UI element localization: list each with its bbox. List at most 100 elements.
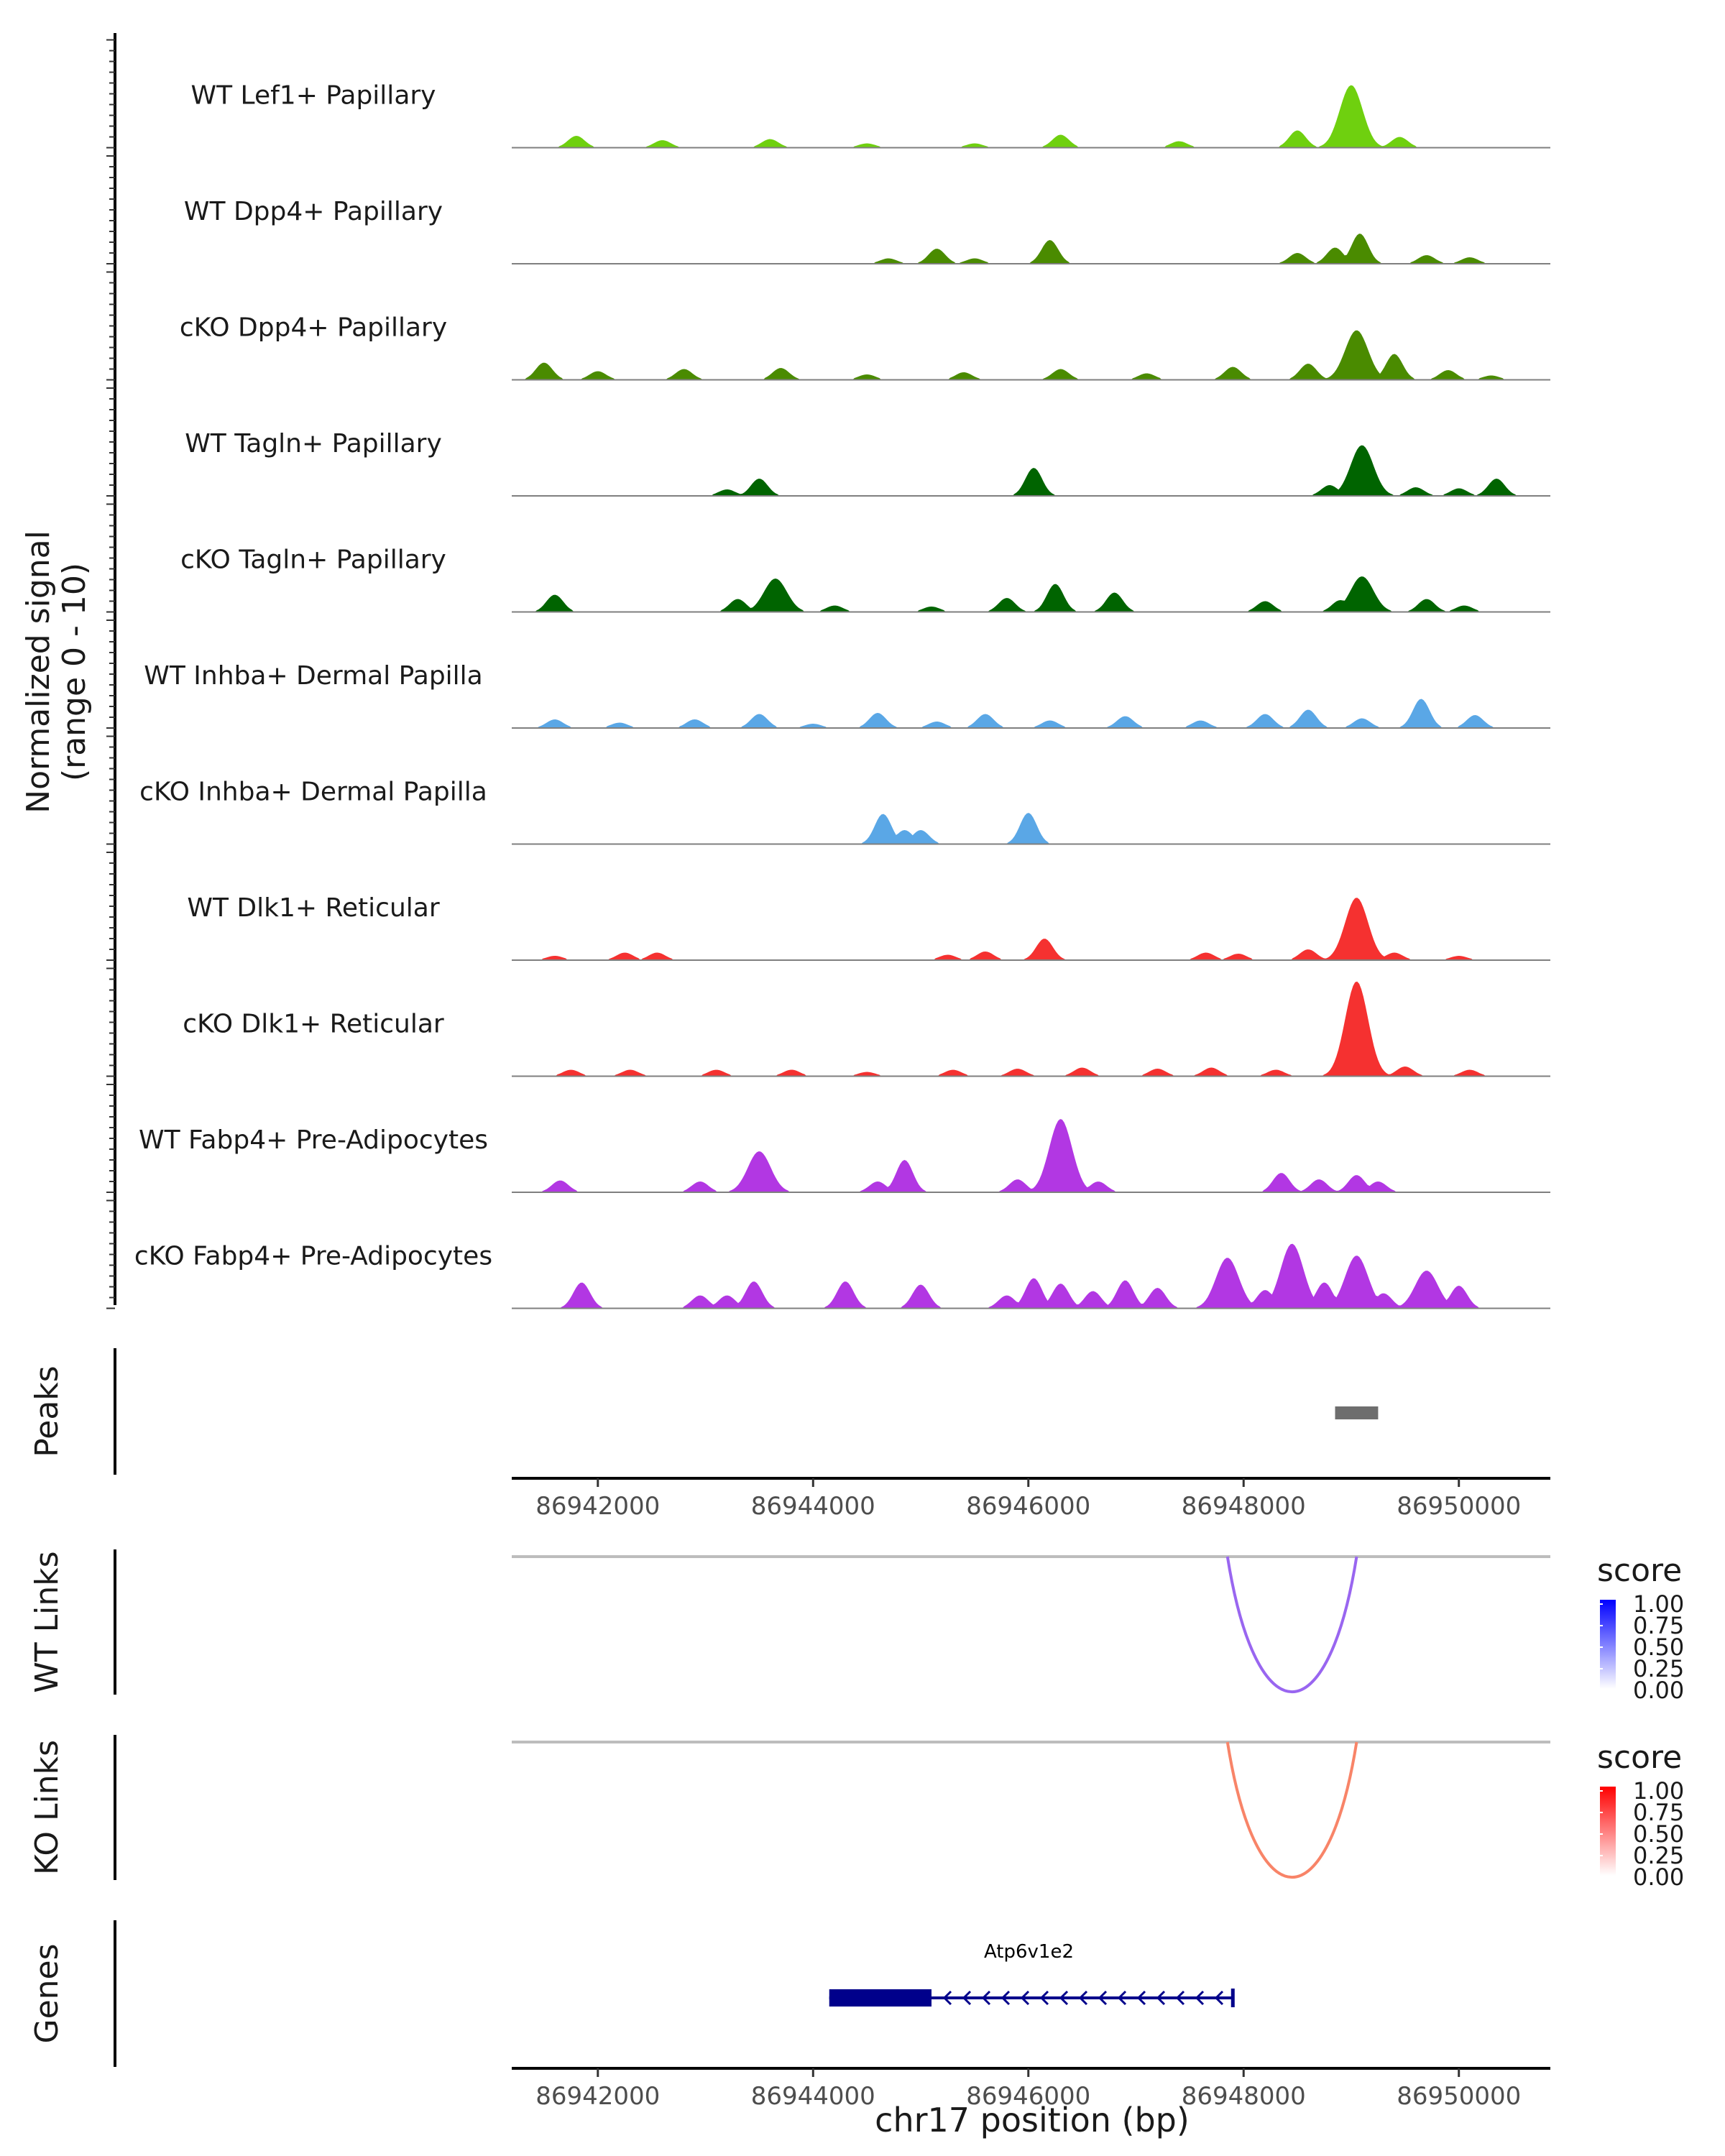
- coverage-y-title: Normalized signal (range 0 - 10): [20, 530, 93, 814]
- legend-label: 1.00: [1633, 1777, 1684, 1805]
- strand-arrow: [1156, 1990, 1166, 2006]
- track-label: cKO Dlk1+ Reticular: [183, 1010, 444, 1039]
- strand-arrow: [1214, 1990, 1224, 2006]
- coverage-track: WT Dpp4+ Papillary: [184, 197, 1550, 264]
- wt-legend-labels: 1.000.750.500.250.00: [1600, 1590, 1684, 1704]
- legend-label: 0.25: [1633, 1842, 1684, 1869]
- coverage-y-ticks: [106, 39, 115, 1309]
- legend-label: 1.00: [1633, 1590, 1684, 1618]
- coverage-y-axis: Normalized signal (range 0 - 10): [20, 33, 116, 1309]
- legend-label: 0.75: [1633, 1612, 1684, 1639]
- wt-links-label: WT Links: [29, 1551, 65, 1692]
- gene-model: Atp6v1e2: [829, 1941, 1235, 2007]
- coverage-tracks: WT Lef1+ Papillary WT Dpp4+ Papillary cKO …: [134, 81, 1550, 1309]
- strand-arrow: [981, 1990, 991, 2006]
- track-label: WT Dlk1+ Reticular: [187, 893, 439, 923]
- x-tick-label: 86950000: [1397, 1492, 1521, 1521]
- coverage-area: [512, 1243, 1550, 1309]
- coverage-area: [512, 699, 1550, 728]
- coverage-track: cKO Dpp4+ Papillary: [180, 313, 1550, 381]
- peak-regions: [1335, 1406, 1379, 1419]
- strand-arrow: [1039, 1990, 1049, 2006]
- legend-label: 0.75: [1633, 1799, 1684, 1826]
- coverage-area: [512, 576, 1550, 612]
- coverage-area: [512, 1119, 1550, 1192]
- coverage-track: WT Dlk1+ Reticular: [187, 893, 1550, 961]
- x-tick-label: 86946000: [966, 1492, 1090, 1521]
- strand-arrow: [1059, 1990, 1069, 2006]
- track-label: cKO Dpp4+ Papillary: [180, 313, 447, 343]
- coverage-area: [512, 981, 1550, 1077]
- wt-legend-colorbar: [1600, 1600, 1616, 1689]
- coverage-area: [512, 330, 1550, 380]
- strand-arrow: [1175, 1990, 1185, 2006]
- coverage-yrange-label: (range 0 - 10): [56, 563, 93, 781]
- track-label: WT Tagln+ Papillary: [185, 429, 442, 459]
- legend-label: 0.25: [1633, 1655, 1684, 1682]
- x-axis-top: 86942000 86944000 86946000 86948000 86950000: [512, 1477, 1550, 1521]
- gene-exon: [829, 1989, 932, 2007]
- coverage-area: [512, 898, 1550, 960]
- x-tick-label: 86948000: [1182, 2082, 1306, 2111]
- coverage-track: WT Inhba+ Dermal Papilla: [144, 661, 1550, 729]
- track-label: cKO Inhba+ Dermal Papilla: [139, 778, 487, 807]
- strand-arrow: [942, 1990, 952, 2006]
- ko-legend-title: score: [1597, 1739, 1682, 1776]
- strand-arrow: [1000, 1990, 1011, 2006]
- ko-legend-labels: 1.000.750.500.250.00: [1600, 1777, 1684, 1891]
- x-tick-label: 86942000: [535, 1492, 660, 1521]
- strand-arrow: [1136, 1990, 1146, 2006]
- ko-score-legend: score 1.000.750.500.250.00: [1597, 1739, 1684, 1891]
- wt-score-legend: score 1.000.750.500.250.00: [1597, 1552, 1684, 1704]
- track-label: cKO Fabp4+ Pre-Adipocytes: [134, 1242, 492, 1271]
- x-tick-label: 86944000: [751, 2082, 875, 2111]
- legend-label: 0.00: [1633, 1864, 1684, 1891]
- track-label: WT Lef1+ Papillary: [191, 81, 436, 111]
- coverage-ylabel: Normalized signal: [20, 530, 57, 814]
- wt-legend-title: score: [1597, 1552, 1682, 1589]
- track-label: cKO Tagln+ Papillary: [180, 545, 446, 575]
- ko-links-label: KO Links: [29, 1740, 65, 1875]
- peak-region: [1335, 1406, 1379, 1419]
- coverage-track: cKO Fabp4+ Pre-Adipocytes: [134, 1242, 1550, 1309]
- peaks-track: Peaks: [29, 1348, 1379, 1475]
- x-tick-label: 86948000: [1182, 1492, 1306, 1521]
- x-axis-title: chr17 position (bp): [875, 2101, 1190, 2139]
- strand-arrow: [962, 1990, 972, 2006]
- x-axis-bottom: 86942000 86944000 86946000 86948000 86950000: [512, 2067, 1550, 2111]
- x-tick-label: 86944000: [751, 1492, 875, 1521]
- strand-arrow: [1020, 1990, 1030, 2006]
- strand-arrow: [1098, 1990, 1108, 2006]
- coverage-track: cKO Tagln+ Papillary: [180, 545, 1550, 613]
- coverage-track: cKO Dlk1+ Reticular: [183, 981, 1550, 1077]
- track-label: WT Inhba+ Dermal Papilla: [144, 661, 482, 691]
- x-tick-label: 86946000: [966, 2082, 1090, 2111]
- track-label: WT Fabp4+ Pre-Adipocytes: [139, 1125, 488, 1155]
- coverage-track: WT Lef1+ Papillary: [191, 81, 1550, 149]
- strand-arrow: [1078, 1990, 1088, 2006]
- strand-arrow: [1195, 1990, 1205, 2006]
- gene-name: Atp6v1e2: [984, 1941, 1074, 1963]
- strand-arrow: [1117, 1990, 1127, 2006]
- links-tracks: WT Links KO Links: [29, 1549, 1550, 1880]
- coverage-track: WT Tagln+ Papillary: [185, 429, 1550, 497]
- x-tick-label: 86950000: [1397, 2082, 1521, 2111]
- genes-label: Genes: [29, 1943, 65, 2043]
- legend-label: 0.50: [1633, 1820, 1684, 1848]
- coverage-track: cKO Inhba+ Dermal Papilla: [139, 778, 1550, 845]
- track-label: WT Dpp4+ Papillary: [184, 197, 443, 226]
- peaks-label: Peaks: [29, 1365, 65, 1457]
- coverage-track: WT Fabp4+ Pre-Adipocytes: [139, 1119, 1550, 1193]
- legend-label: 0.50: [1633, 1634, 1684, 1661]
- genes-track: Genes Atp6v1e2: [29, 1920, 1235, 2067]
- link-arc: [1225, 1556, 1358, 1693]
- link-arc: [1225, 1741, 1358, 1879]
- coverage-area: [512, 813, 1550, 844]
- coverage-area: [512, 85, 1550, 148]
- coverage-area: [512, 234, 1550, 264]
- coverage-area: [512, 445, 1550, 496]
- ko-legend-colorbar: [1600, 1787, 1616, 1876]
- x-tick-label: 86942000: [535, 2082, 660, 2111]
- legend-label: 0.00: [1633, 1677, 1684, 1704]
